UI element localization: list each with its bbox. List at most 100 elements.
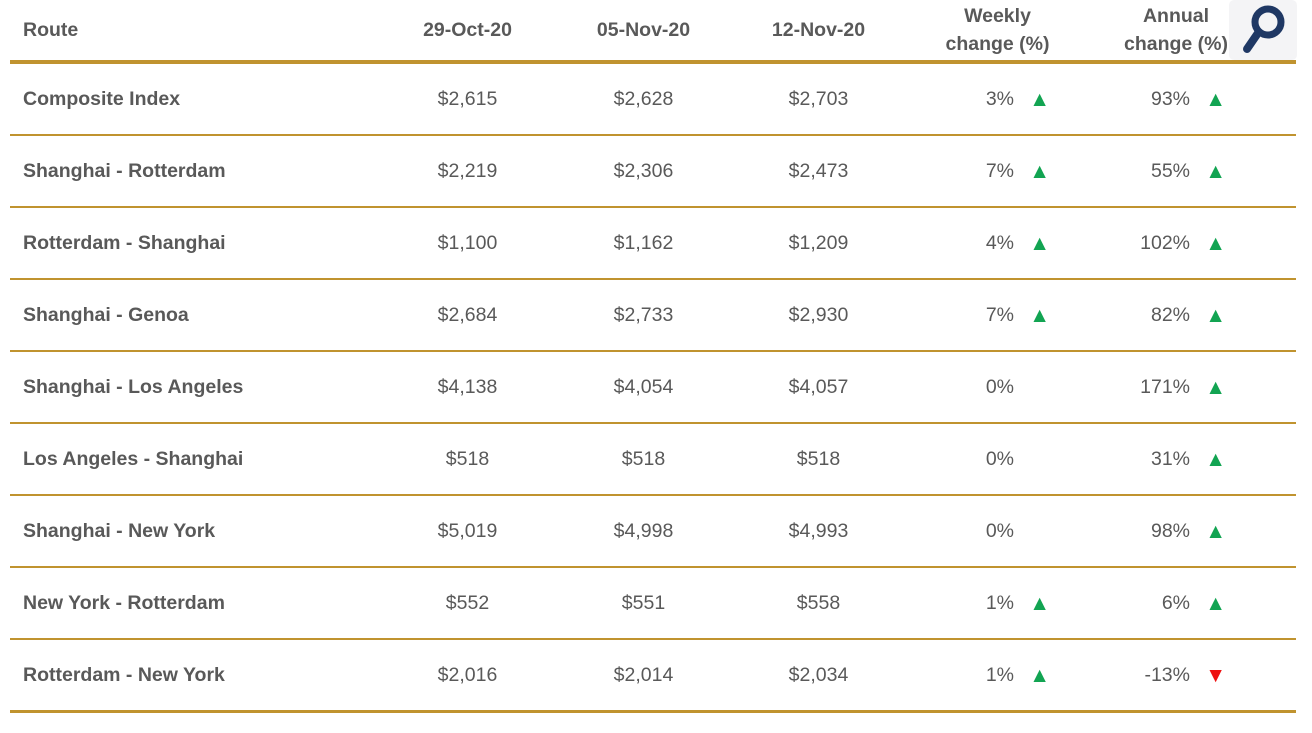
annual-change-cell: 6% ▲	[1090, 592, 1296, 615]
annual-change-value: 6%	[1161, 591, 1190, 614]
weekly-change-cell: 3% ▲	[905, 88, 1090, 111]
weekly-change-value: 0%	[985, 519, 1014, 542]
weekly-change-value: 1%	[985, 591, 1014, 614]
rate-week2: $2,628	[613, 87, 674, 110]
weekly-change-value: 7%	[985, 303, 1014, 326]
annual-change-value: 171%	[1140, 375, 1190, 398]
rate-week1: $4,138	[437, 375, 498, 398]
annual-change-cell: 31% ▲	[1090, 448, 1296, 471]
rate-week2: $2,306	[613, 159, 674, 182]
rate-week1: $5,019	[437, 519, 498, 542]
table-row: Rotterdam - New York $2,016 $2,014 $2,03…	[10, 640, 1296, 713]
route-name: Shanghai - New York	[23, 519, 216, 542]
rate-week3: $518	[796, 447, 841, 470]
annual-change-value: 31%	[1150, 447, 1190, 470]
rate-week3: $2,034	[788, 663, 849, 686]
annual-change-value: 93%	[1150, 87, 1190, 110]
rate-week1: $518	[445, 447, 490, 470]
weekly-change-value: 0%	[985, 447, 1014, 470]
weekly-change-arrow-icon: ▲	[1029, 231, 1050, 255]
annual-change-arrow-icon: ▲	[1205, 375, 1226, 399]
annual-change-cell: 93% ▲	[1090, 88, 1296, 111]
annual-change-value: 82%	[1150, 303, 1190, 326]
annual-change-arrow-icon: ▲	[1205, 447, 1226, 471]
route-name: Rotterdam - Shanghai	[23, 231, 226, 254]
weekly-change-value: 1%	[985, 663, 1014, 686]
route-name: Shanghai - Los Angeles	[23, 375, 244, 398]
table-row: Shanghai - Rotterdam $2,219 $2,306 $2,47…	[10, 136, 1296, 208]
annual-change-cell: 171% ▲	[1090, 376, 1296, 399]
table-row: New York - Rotterdam $552 $551 $558 1% ▲…	[10, 568, 1296, 640]
weekly-change-cell: 1% ▲	[905, 592, 1090, 615]
rate-week2: $4,998	[613, 519, 674, 542]
rate-week1: $2,684	[437, 303, 498, 326]
weekly-change-value: 4%	[985, 231, 1014, 254]
rate-week3: $2,930	[788, 303, 849, 326]
weekly-change-arrow-icon: ▲	[1029, 87, 1050, 111]
weekly-change-value: 0%	[985, 375, 1014, 398]
weekly-change-cell: 7% ▲	[905, 160, 1090, 183]
column-header-date-2: 05-Nov-20	[596, 18, 691, 41]
annual-change-cell: 98% ▲	[1090, 520, 1296, 543]
column-header-date-3: 12-Nov-20	[771, 18, 866, 41]
annual-change-arrow-icon: ▲	[1205, 231, 1226, 255]
column-header-route: Route	[23, 18, 79, 41]
rate-week2: $4,054	[613, 375, 674, 398]
annual-change-arrow-icon: ▲	[1205, 519, 1226, 543]
weekly-change-cell: 0% ▲	[905, 376, 1090, 399]
annual-change-arrow-icon: ▲	[1205, 87, 1226, 111]
route-name: Los Angeles - Shanghai	[23, 447, 244, 470]
weekly-change-cell: 0% ▲	[905, 520, 1090, 543]
weekly-change-arrow-icon: ▲	[1029, 591, 1050, 615]
table-body: Composite Index $2,615 $2,628 $2,703 3% …	[10, 64, 1296, 713]
annual-change-arrow-icon: ▼	[1205, 663, 1226, 687]
rate-week1: $2,016	[437, 663, 498, 686]
rate-week3: $2,473	[788, 159, 849, 182]
annual-change-cell: -13% ▼	[1090, 664, 1296, 687]
search-button[interactable]	[1229, 0, 1297, 60]
table-header-row: Route 29-Oct-20 05-Nov-20 12-Nov-20 Week…	[10, 0, 1296, 64]
column-header-date-1: 29-Oct-20	[423, 18, 512, 41]
route-name: Shanghai - Genoa	[23, 303, 189, 326]
route-name: Rotterdam - New York	[23, 663, 225, 686]
rate-week3: $4,993	[788, 519, 849, 542]
rate-week2: $2,014	[613, 663, 674, 686]
table-row: Shanghai - Genoa $2,684 $2,733 $2,930 7%…	[10, 280, 1296, 352]
annual-change-value: -13%	[1144, 663, 1190, 686]
table-row: Rotterdam - Shanghai $1,100 $1,162 $1,20…	[10, 208, 1296, 280]
weekly-change-value: 7%	[985, 159, 1014, 182]
rate-week1: $2,219	[437, 159, 498, 182]
route-name: Shanghai - Rotterdam	[23, 159, 226, 182]
rates-table: Route 29-Oct-20 05-Nov-20 12-Nov-20 Week…	[10, 0, 1296, 713]
route-name: Composite Index	[23, 87, 181, 110]
annual-change-arrow-icon: ▲	[1205, 159, 1226, 183]
annual-change-value: 55%	[1150, 159, 1190, 182]
rate-week1: $552	[445, 591, 490, 614]
weekly-change-arrow-icon: ▲	[1029, 303, 1050, 327]
table-row: Composite Index $2,615 $2,628 $2,703 3% …	[10, 64, 1296, 136]
weekly-change-cell: 7% ▲	[905, 304, 1090, 327]
column-header-weekly-change: Weekly change (%)	[945, 4, 1050, 55]
search-icon	[1235, 0, 1291, 65]
table-row: Shanghai - Los Angeles $4,138 $4,054 $4,…	[10, 352, 1296, 424]
rate-week1: $2,615	[437, 87, 498, 110]
column-header-annual-change: Annual change (%)	[1123, 4, 1228, 55]
weekly-change-arrow-icon: ▲	[1029, 663, 1050, 687]
rate-week2: $551	[621, 591, 666, 614]
annual-change-arrow-icon: ▲	[1205, 591, 1226, 615]
rate-week2: $2,733	[613, 303, 674, 326]
weekly-change-cell: 4% ▲	[905, 232, 1090, 255]
route-name: New York - Rotterdam	[23, 591, 225, 614]
rate-week3: $1,209	[788, 231, 849, 254]
weekly-change-value: 3%	[985, 87, 1014, 110]
weekly-change-cell: 1% ▲	[905, 664, 1090, 687]
annual-change-arrow-icon: ▲	[1205, 303, 1226, 327]
table-row: Shanghai - New York $5,019 $4,998 $4,993…	[10, 496, 1296, 568]
rate-week2: $518	[621, 447, 666, 470]
annual-change-cell: 102% ▲	[1090, 232, 1296, 255]
weekly-change-cell: 0% ▲	[905, 448, 1090, 471]
rate-week1: $1,100	[437, 231, 498, 254]
rate-week2: $1,162	[613, 231, 674, 254]
annual-change-value: 102%	[1140, 231, 1190, 254]
